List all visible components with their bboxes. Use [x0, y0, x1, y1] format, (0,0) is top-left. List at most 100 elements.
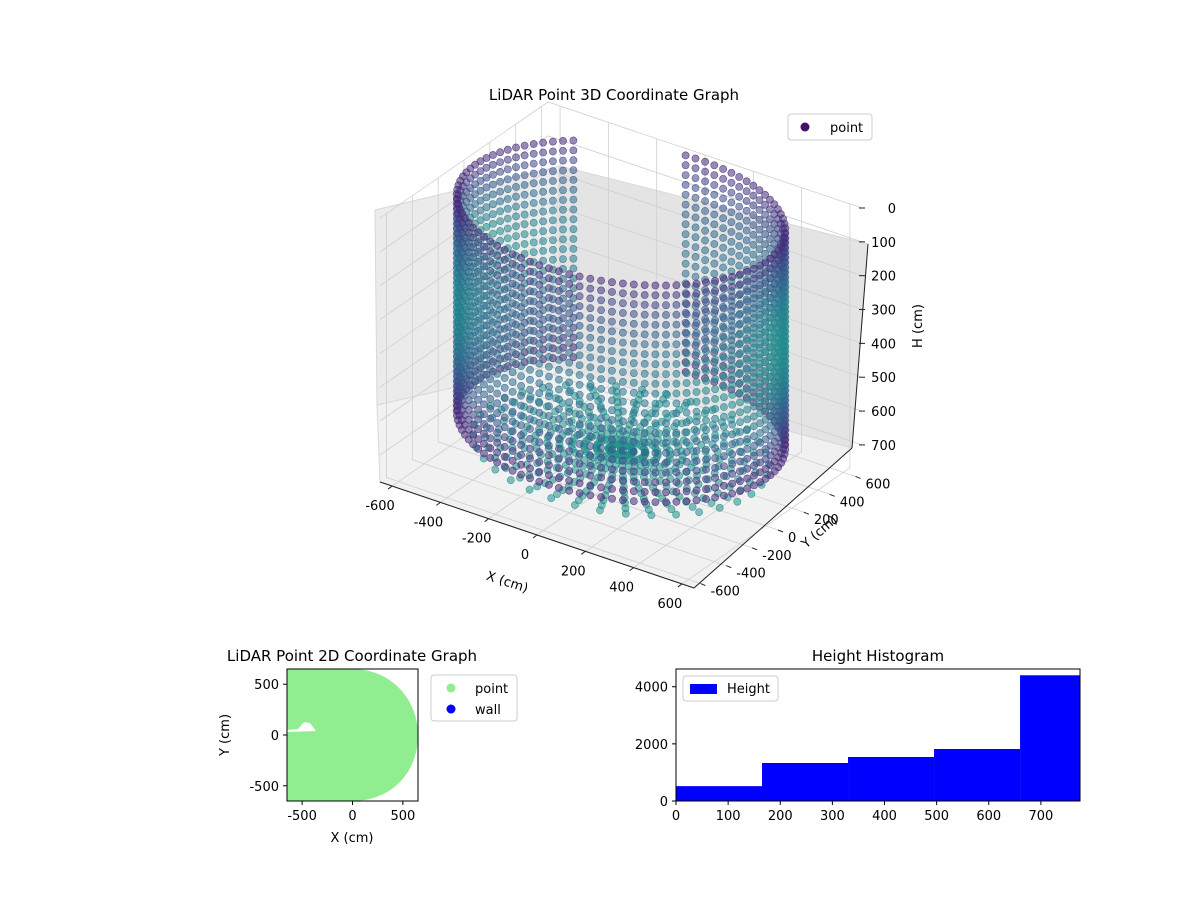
point-3d [728, 440, 737, 449]
point-3d [500, 374, 509, 382]
point-3d [464, 317, 473, 326]
point-3d [692, 378, 701, 386]
point-3d [493, 389, 502, 398]
point-3d [682, 438, 691, 446]
point-3d [619, 328, 627, 337]
point-3d [702, 307, 710, 316]
point-3d [496, 158, 505, 166]
point-3d [476, 196, 485, 205]
point-3d [749, 191, 758, 200]
point-3d [720, 304, 728, 313]
point-3d [750, 451, 758, 460]
point-3d [750, 432, 758, 441]
point-3d [489, 180, 497, 189]
point-3d [526, 346, 534, 355]
point-3d [619, 279, 627, 288]
x-tick-label-3d: 200 [561, 564, 586, 579]
point-3d [464, 228, 473, 237]
point-3d [682, 467, 691, 476]
point-3d [535, 339, 544, 348]
point-3d [701, 266, 709, 274]
point-3d [749, 211, 758, 220]
point-3d [555, 405, 563, 414]
point-3d [474, 346, 483, 355]
point-3d [597, 276, 605, 285]
point-3d [755, 186, 764, 195]
point-3d [640, 320, 649, 329]
point-3d [539, 227, 547, 236]
point-3d [682, 339, 691, 348]
point-3d [766, 244, 774, 253]
point-3d [559, 255, 567, 263]
point-3d [575, 489, 584, 497]
point-3d [735, 251, 744, 260]
point-3d [474, 366, 483, 374]
point-3d [750, 412, 758, 421]
point-3d [756, 458, 764, 467]
point-3d [565, 467, 574, 475]
point-3d [476, 176, 485, 185]
x-tick-3d [677, 583, 683, 588]
point-3d [480, 331, 488, 340]
point-3d [728, 292, 737, 301]
point-3d [539, 187, 547, 196]
point-3d [710, 249, 719, 258]
legend-3d: point [787, 113, 873, 141]
histogram-bar [1020, 675, 1080, 801]
point-3d [525, 485, 534, 494]
point-3d [672, 438, 681, 447]
point-3d [711, 395, 719, 403]
point-3d [711, 365, 719, 374]
point-3d [535, 359, 544, 368]
point-3d [555, 454, 563, 463]
point-3d [629, 497, 638, 505]
point-3d [692, 417, 701, 426]
point-3d [619, 437, 627, 445]
point-3d [486, 266, 495, 275]
point-3d [480, 272, 488, 281]
point-3d [719, 214, 727, 223]
point-3d [619, 407, 627, 416]
point-3d [575, 410, 584, 419]
point-3d [559, 205, 567, 214]
point-3d [555, 267, 563, 276]
point-3d [508, 309, 517, 317]
point-3d [743, 474, 752, 483]
point-3d [702, 298, 710, 306]
point-3d [526, 365, 534, 374]
point-3d [535, 458, 544, 466]
z-tick-label-3d: 200 [871, 270, 896, 285]
point-3d [575, 351, 584, 360]
point-3d [728, 312, 737, 321]
point-3d [469, 292, 477, 301]
point-3d [727, 257, 736, 266]
point-3d [702, 386, 710, 395]
point-3d [464, 405, 473, 414]
point-3d [629, 447, 638, 456]
point-3d [555, 474, 563, 482]
point-3d [702, 416, 710, 425]
point-3d [508, 447, 517, 455]
point-3d [692, 437, 701, 446]
point-3d [640, 300, 649, 309]
point-3d [476, 186, 485, 195]
point-3d [728, 331, 737, 340]
point-3d [512, 232, 520, 240]
point-3d [539, 138, 547, 147]
point-3d [749, 230, 758, 239]
point-3d [526, 425, 534, 433]
point-3d [672, 291, 681, 299]
point-3d [474, 287, 483, 296]
point-3d [545, 471, 553, 479]
point-3d [474, 336, 483, 345]
point-3d [559, 166, 567, 175]
point-3d [469, 391, 477, 399]
point-3d [486, 365, 495, 374]
point-3d [651, 458, 660, 467]
point-3d [575, 459, 584, 468]
point-3d [720, 334, 728, 342]
point-3d [486, 375, 495, 384]
point-3d [480, 341, 488, 350]
point-3d [662, 478, 670, 487]
point-3d [500, 246, 509, 254]
